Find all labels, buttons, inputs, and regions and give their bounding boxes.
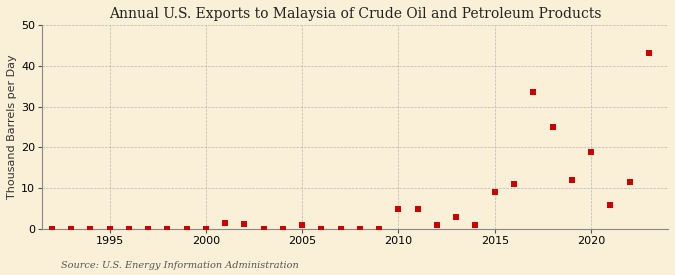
Point <box>547 125 558 129</box>
Y-axis label: Thousand Barrels per Day: Thousand Barrels per Day <box>7 55 17 199</box>
Point <box>431 223 442 227</box>
Point <box>624 180 635 184</box>
Point <box>354 227 365 231</box>
Point <box>47 227 57 231</box>
Point <box>316 227 327 231</box>
Point <box>508 182 519 186</box>
Point <box>586 149 597 154</box>
Point <box>489 190 500 194</box>
Point <box>124 227 134 231</box>
Point <box>162 227 173 231</box>
Title: Annual U.S. Exports to Malaysia of Crude Oil and Petroleum Products: Annual U.S. Exports to Malaysia of Crude… <box>109 7 601 21</box>
Point <box>104 227 115 231</box>
Point <box>374 227 385 231</box>
Point <box>566 178 577 182</box>
Point <box>605 202 616 207</box>
Point <box>277 227 288 231</box>
Point <box>451 215 462 219</box>
Point <box>85 227 96 231</box>
Point <box>200 227 211 231</box>
Point <box>239 222 250 226</box>
Point <box>412 207 423 211</box>
Point <box>142 227 153 231</box>
Point <box>393 207 404 211</box>
Point <box>643 51 654 56</box>
Text: Source: U.S. Energy Information Administration: Source: U.S. Energy Information Administ… <box>61 260 298 270</box>
Point <box>335 227 346 231</box>
Point <box>528 90 539 95</box>
Point <box>297 223 308 227</box>
Point <box>220 221 231 225</box>
Point <box>259 227 269 231</box>
Point <box>470 223 481 227</box>
Point <box>181 227 192 231</box>
Point <box>65 227 76 231</box>
